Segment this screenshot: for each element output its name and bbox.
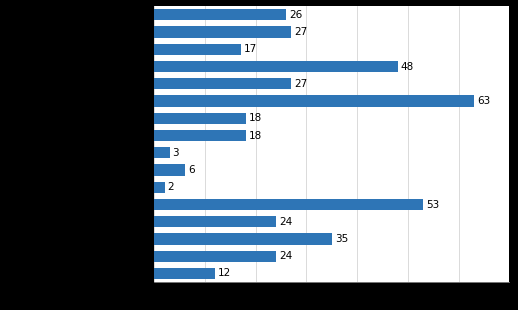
Bar xyxy=(154,113,246,124)
Bar xyxy=(154,199,423,210)
Bar xyxy=(154,9,286,20)
Text: 53: 53 xyxy=(426,200,439,210)
Text: 6: 6 xyxy=(188,165,194,175)
Bar xyxy=(154,130,246,141)
Text: 24: 24 xyxy=(279,251,292,261)
Text: 2: 2 xyxy=(167,182,174,192)
Text: 3: 3 xyxy=(172,148,179,158)
Text: 27: 27 xyxy=(294,27,308,37)
Bar xyxy=(154,250,276,262)
Bar xyxy=(154,78,291,89)
Bar xyxy=(154,147,169,158)
Text: 24: 24 xyxy=(279,217,292,227)
Text: 12: 12 xyxy=(218,268,232,278)
Bar xyxy=(154,61,398,72)
Bar xyxy=(154,44,240,55)
Text: 26: 26 xyxy=(289,10,303,20)
Text: 18: 18 xyxy=(249,131,262,140)
Text: 48: 48 xyxy=(401,62,414,72)
Bar xyxy=(154,216,276,227)
Bar xyxy=(154,164,185,176)
Bar xyxy=(154,182,165,193)
Bar xyxy=(154,268,215,279)
Bar xyxy=(154,233,332,245)
Bar xyxy=(154,26,291,38)
Text: 17: 17 xyxy=(243,44,257,54)
Text: 35: 35 xyxy=(335,234,348,244)
Text: 27: 27 xyxy=(294,79,308,89)
Text: 18: 18 xyxy=(249,113,262,123)
Text: 63: 63 xyxy=(477,96,490,106)
Bar xyxy=(154,95,474,107)
